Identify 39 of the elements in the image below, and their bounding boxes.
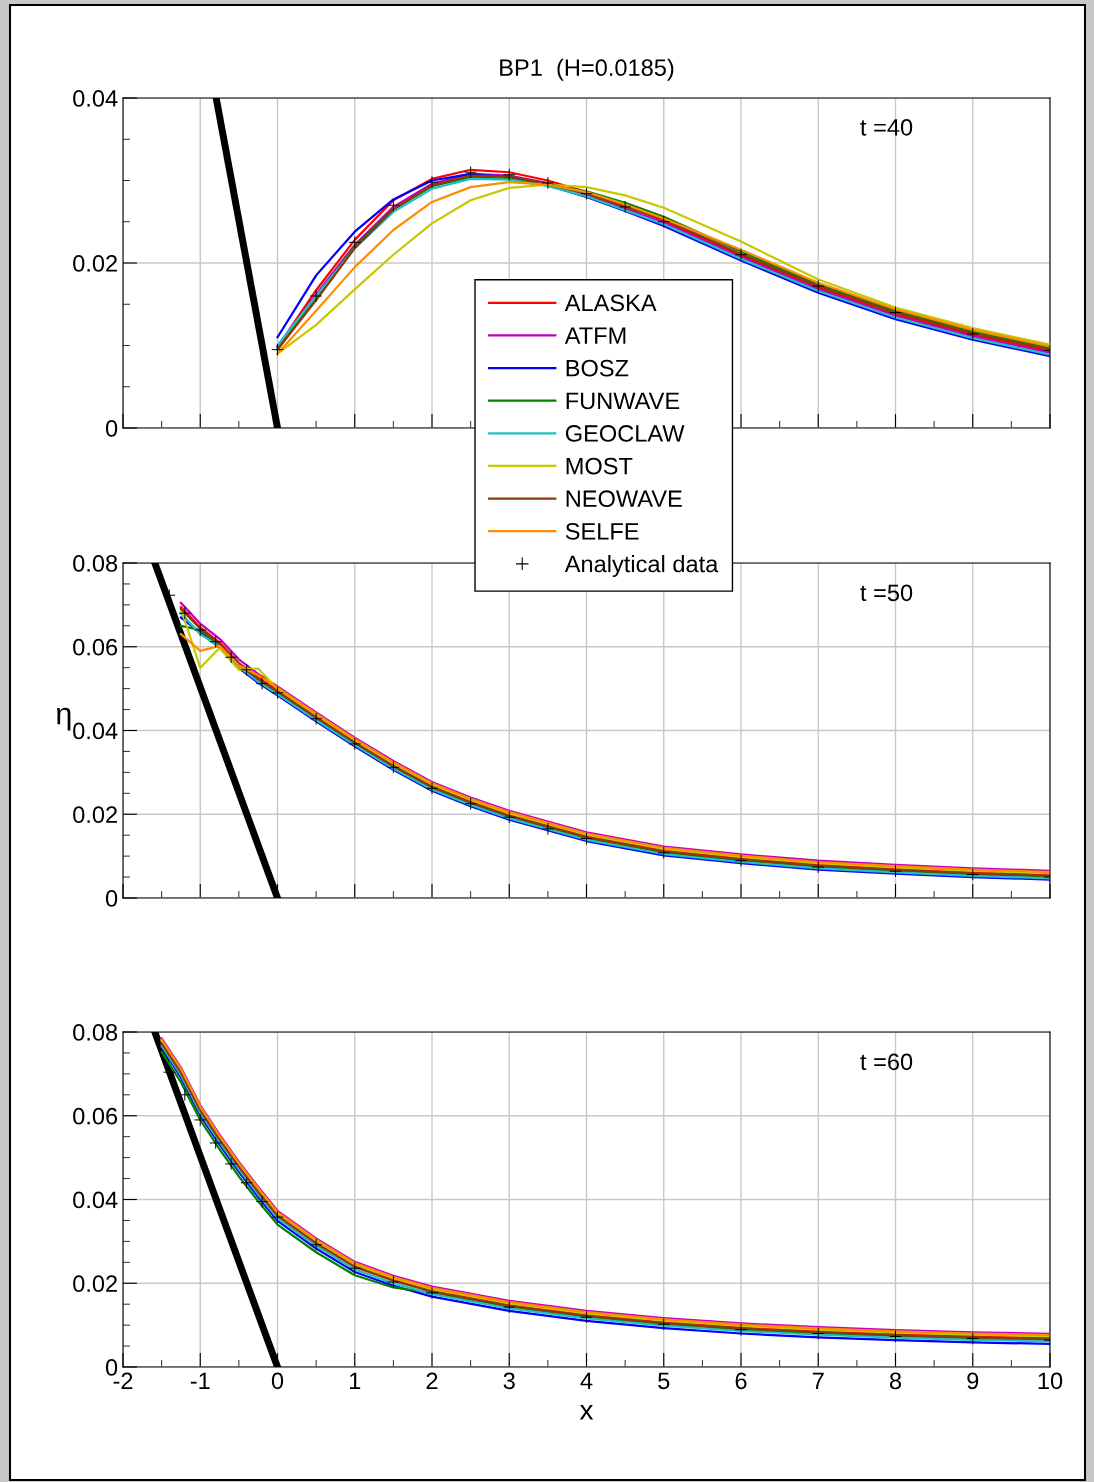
y-tick-label: 0 <box>105 420 118 437</box>
x-tick-label: 7 <box>812 1372 824 1389</box>
legend-label: FUNWAVE <box>566 392 680 410</box>
y-tick-label: 0.06 <box>73 1107 118 1125</box>
y-tick-label: 0.04 <box>73 722 118 740</box>
y-tick-label: 0.08 <box>73 1024 118 1041</box>
x-tick-label: 0 <box>271 1372 284 1390</box>
legend-label: SELFE <box>565 522 639 540</box>
legend-label: MOST <box>566 457 633 475</box>
x-tick-label: 4 <box>580 1372 593 1389</box>
x-tick-label: 6 <box>735 1372 747 1390</box>
x-tick-label: 8 <box>889 1372 902 1390</box>
legend-label: ATFM <box>564 327 626 344</box>
legend-label: GEOCLAW <box>565 425 685 442</box>
y-tick-label: 0.04 <box>73 90 118 107</box>
annotation: t =50 <box>860 584 913 602</box>
legend-label: ALASKA <box>564 294 657 312</box>
x-tick-label: 9 <box>967 1372 979 1390</box>
x-tick-label: 2 <box>426 1372 438 1389</box>
y-tick-label: 0.06 <box>73 638 118 656</box>
legend-label: Analytical data <box>564 555 719 578</box>
y-tick-label: 0.08 <box>73 555 118 572</box>
y-tick-label: 0.02 <box>73 255 117 272</box>
legend-label: BOSZ <box>566 359 629 377</box>
y-tick-label: 0 <box>105 890 118 907</box>
x-axis-title: x <box>579 1404 594 1420</box>
annotation: t =40 <box>860 118 913 136</box>
x-tick-label: -1 <box>190 1372 210 1389</box>
y-tick-label: 0.02 <box>73 1275 117 1293</box>
x-tick-label: 1 <box>349 1372 361 1389</box>
legend-label: NEOWAVE <box>566 490 682 508</box>
y-tick-label: 0.04 <box>73 1191 118 1209</box>
x-tick-label: 3 <box>503 1372 515 1390</box>
annotation: t =60 <box>860 1053 913 1071</box>
x-tick-label: 10 <box>1038 1372 1063 1390</box>
chart-title: BP1 (H=0.0185) <box>500 58 674 81</box>
y-axis-title: η <box>56 707 71 731</box>
x-tick-label: 5 <box>658 1372 670 1390</box>
y-tick-label: 0.02 <box>73 806 117 824</box>
